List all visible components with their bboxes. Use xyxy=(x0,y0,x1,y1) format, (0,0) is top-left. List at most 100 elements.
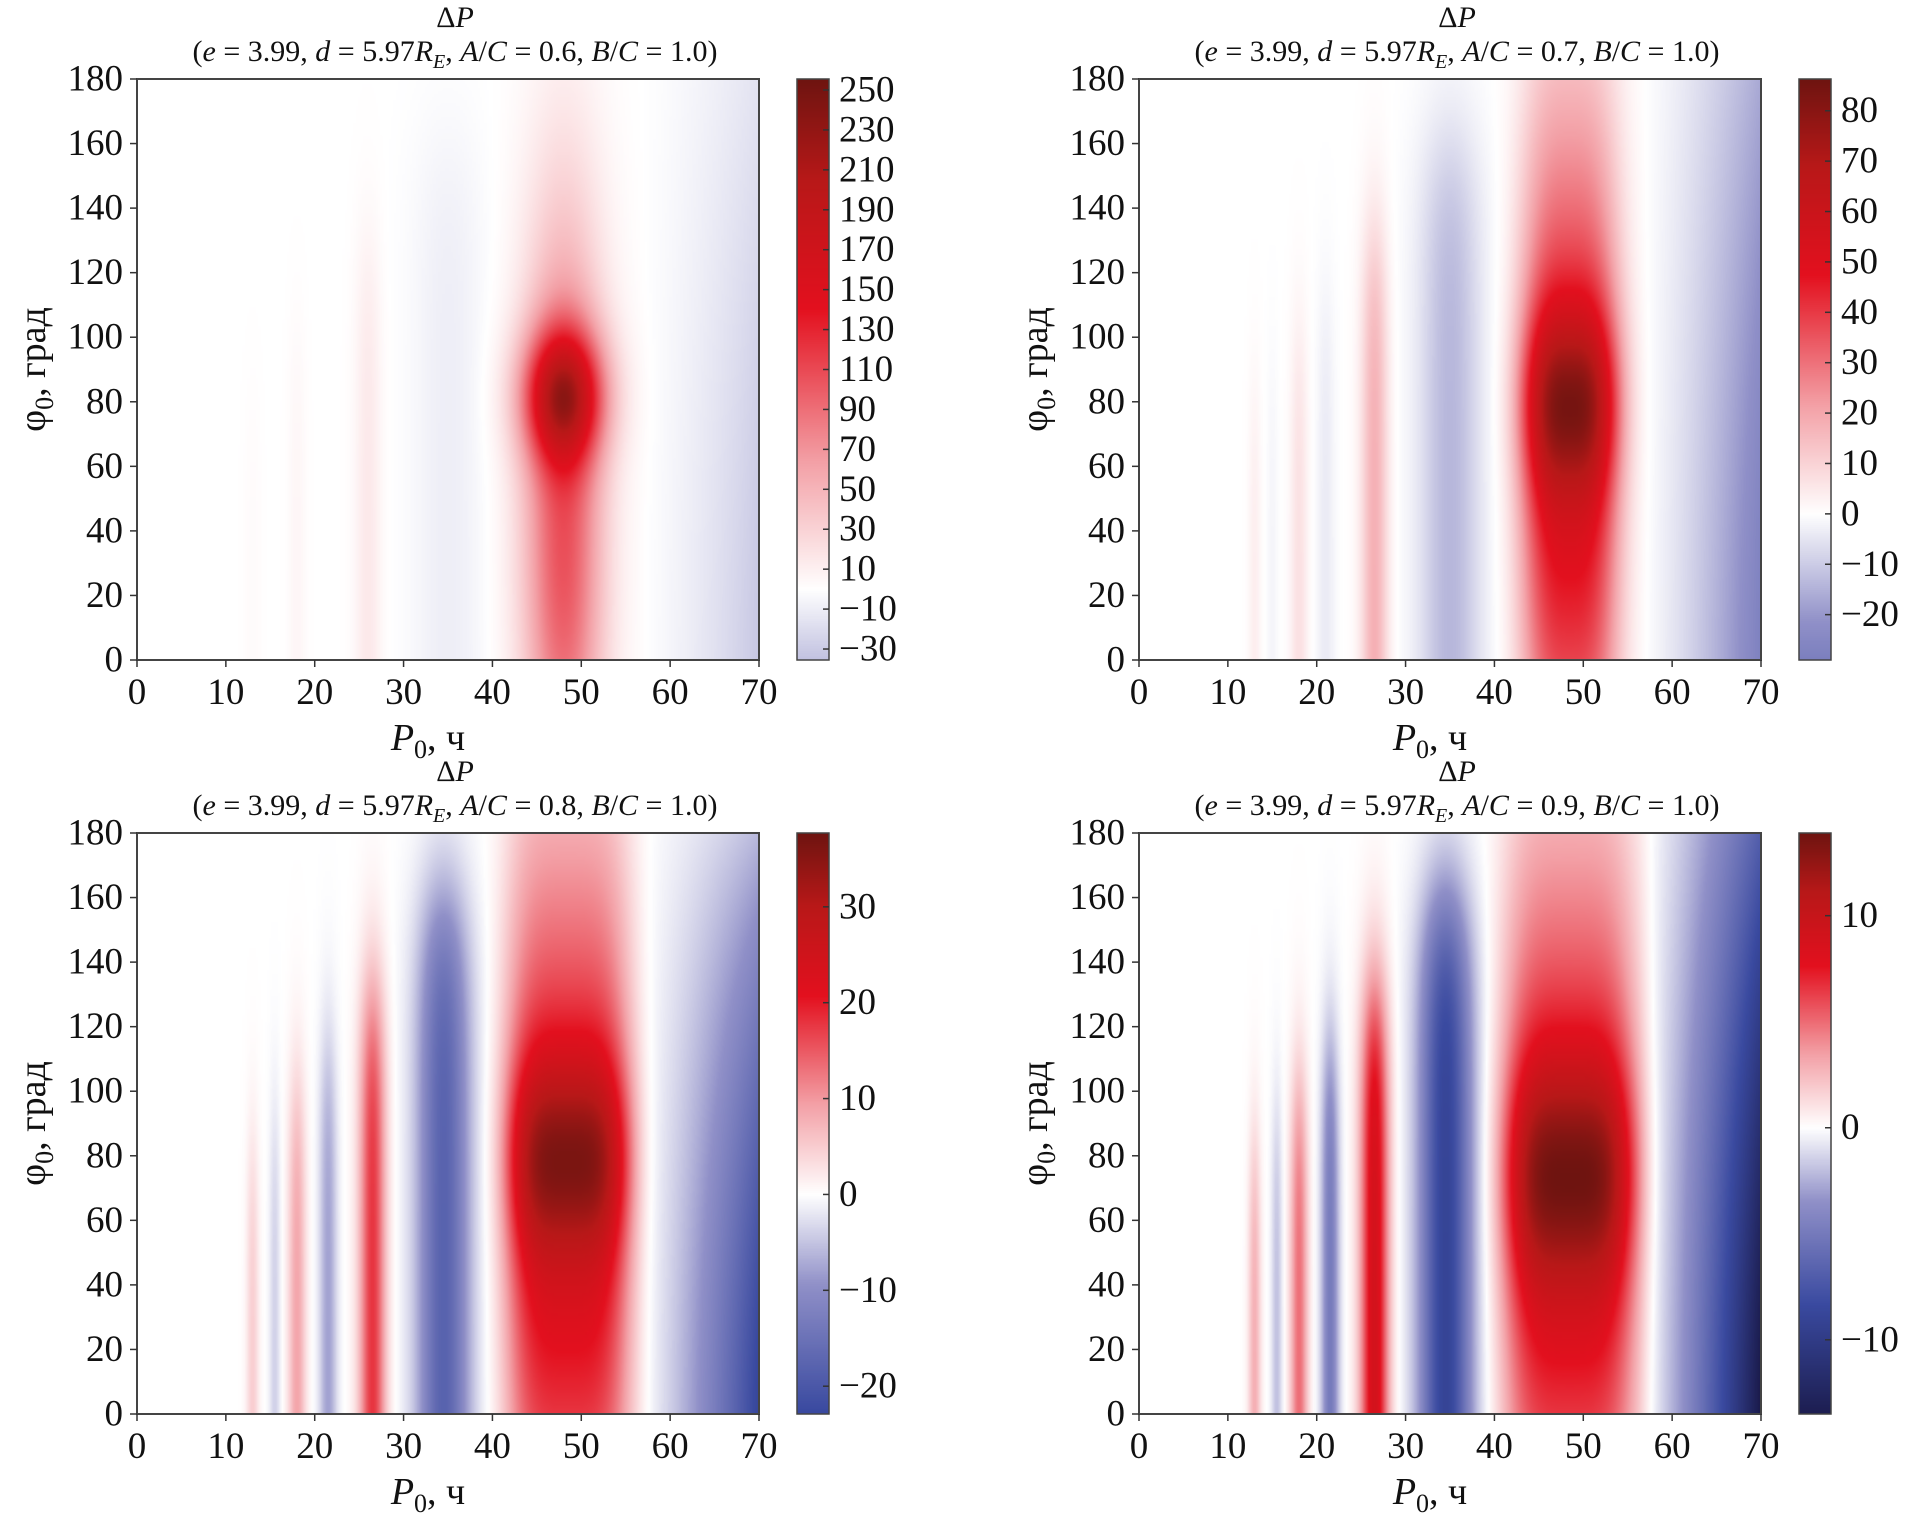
x-axis-label: P0, ч xyxy=(1392,1471,1467,1513)
y-tick-label: 120 xyxy=(1070,252,1126,293)
colorbar-tick-label: 30 xyxy=(1841,342,1878,383)
colorbar-tick-label: 20 xyxy=(1841,393,1878,434)
y-axis-label: φ0, град xyxy=(12,1061,59,1186)
colorbar-tick-label: −10 xyxy=(839,1270,897,1311)
y-tick-label: 20 xyxy=(86,575,123,616)
y-tick-label: 120 xyxy=(68,1006,124,1047)
colorbar-tick-label: 80 xyxy=(1841,90,1878,131)
x-tick-label: 70 xyxy=(1743,1426,1780,1467)
y-tick-label: 40 xyxy=(1088,1264,1125,1305)
x-tick-label: 20 xyxy=(1298,1426,1335,1467)
colorbar-tick-label: 130 xyxy=(839,309,895,350)
colorbar-tick-label: 10 xyxy=(839,549,876,590)
y-tick-label: 40 xyxy=(86,510,123,551)
y-tick-label: 120 xyxy=(1070,1006,1126,1047)
heatmap-2 xyxy=(1139,79,1761,660)
x-axis-label: P0, ч xyxy=(390,1471,465,1513)
x-tick-label: 60 xyxy=(1654,672,1691,713)
x-tick-label: 70 xyxy=(1743,672,1780,713)
colorbar-tick-label: 230 xyxy=(839,109,895,150)
x-tick-label: 40 xyxy=(474,672,511,713)
y-tick-label: 0 xyxy=(105,640,124,681)
colorbar-frame xyxy=(1798,832,1832,1415)
y-tick-label: 20 xyxy=(1088,575,1125,616)
y-tick-label: 100 xyxy=(1070,317,1126,358)
y-tick-label: 0 xyxy=(1107,1394,1126,1435)
x-tick-label: 0 xyxy=(128,1426,147,1467)
chart-subtitle: (e = 3.99, d = 5.97RE, A/C = 0.8, B/C = … xyxy=(193,789,718,827)
colorbar-tick-label: 250 xyxy=(839,69,895,110)
colorbar-tick-label: 30 xyxy=(839,509,876,550)
y-axis-label: φ0, град xyxy=(1014,307,1061,432)
colorbar-tick-label: 0 xyxy=(839,1174,858,1215)
y-tick-label: 180 xyxy=(1070,813,1126,854)
colorbar-tick-label: −20 xyxy=(1841,594,1899,635)
y-tick-label: 100 xyxy=(68,1071,124,1112)
colorbar-tick-label: 190 xyxy=(839,189,895,230)
x-tick-label: 40 xyxy=(1476,672,1513,713)
y-tick-label: 180 xyxy=(68,59,124,100)
colorbar-tick-label: −20 xyxy=(839,1366,897,1407)
colorbar-tick-label: 150 xyxy=(839,269,895,310)
y-axis-label: φ0, град xyxy=(1014,1061,1061,1186)
y-tick-label: 40 xyxy=(86,1264,123,1305)
y-tick-label: 40 xyxy=(1088,510,1125,551)
colorbar-tick-label: 0 xyxy=(1841,1107,1860,1148)
x-axis-label: P0, ч xyxy=(1392,717,1467,764)
colorbar-tick-label: 60 xyxy=(1841,191,1878,232)
colorbar-tick-label: 10 xyxy=(839,1078,876,1119)
panel-4: 100−100 10 20 30 40 50 60 700204060801001201401… xyxy=(1014,755,1899,1513)
colorbar-3 xyxy=(797,833,829,1414)
colorbar-tick-label: 50 xyxy=(1841,241,1878,282)
y-tick-label: 60 xyxy=(1088,1200,1125,1241)
y-tick-label: 160 xyxy=(68,877,124,918)
chart-subtitle: (e = 3.99, d = 5.97RE, A/C = 0.6, B/C = … xyxy=(193,35,718,73)
y-tick-label: 80 xyxy=(1088,381,1125,422)
y-tick-label: 60 xyxy=(86,1200,123,1241)
x-tick-label: 0 xyxy=(1130,1426,1149,1467)
chart-subtitle: (e = 3.99, d = 5.97RE, A/C = 0.7, B/C = … xyxy=(1195,35,1720,73)
y-tick-label: 160 xyxy=(1070,877,1126,918)
x-tick-label: 50 xyxy=(563,672,600,713)
y-tick-label: 0 xyxy=(1107,640,1126,681)
plot-frame xyxy=(136,78,760,661)
panel-1: 2502302101901701501301109070503010−10−30… xyxy=(12,1,897,764)
colorbar-tick-label: 20 xyxy=(839,982,876,1023)
chart-subtitle: (e = 3.99, d = 5.97RE, A/C = 0.9, B/C = … xyxy=(1195,789,1720,827)
x-tick-label: 20 xyxy=(296,1426,333,1467)
chart-title: ΔP xyxy=(436,755,474,788)
x-tick-label: 20 xyxy=(1298,672,1335,713)
chart-title: ΔP xyxy=(1438,1,1476,34)
x-axis-label: P0, ч xyxy=(390,717,465,764)
x-tick-label: 60 xyxy=(652,1426,689,1467)
heatmap-3 xyxy=(137,833,759,1414)
colorbar-2 xyxy=(1799,79,1831,660)
colorbar-tick-label: 40 xyxy=(1841,292,1878,333)
heatmap-4 xyxy=(1139,833,1761,1414)
x-tick-label: 60 xyxy=(652,672,689,713)
colorbar-4 xyxy=(1799,833,1831,1414)
colorbar-frame xyxy=(796,832,830,1415)
y-tick-label: 20 xyxy=(86,1329,123,1370)
x-tick-label: 30 xyxy=(385,672,422,713)
y-tick-label: 180 xyxy=(68,813,124,854)
colorbar-tick-label: −10 xyxy=(1841,544,1899,585)
x-tick-label: 50 xyxy=(1565,1426,1602,1467)
colorbar-tick-label: 210 xyxy=(839,149,895,190)
colorbar-tick-label: −30 xyxy=(839,629,897,670)
chart-title: ΔP xyxy=(436,1,474,34)
x-tick-label: 40 xyxy=(474,1426,511,1467)
x-tick-label: 30 xyxy=(1387,1426,1424,1467)
y-axis-label: φ0, град xyxy=(12,307,59,432)
colorbar-tick-label: 30 xyxy=(839,886,876,927)
y-tick-label: 80 xyxy=(86,1135,123,1176)
y-tick-label: 140 xyxy=(1070,942,1126,983)
colorbar-tick-label: 0 xyxy=(1841,493,1860,534)
y-tick-label: 100 xyxy=(1070,1071,1126,1112)
y-tick-label: 160 xyxy=(68,123,124,164)
x-tick-label: 50 xyxy=(1565,672,1602,713)
y-tick-label: 20 xyxy=(1088,1329,1125,1370)
chart-title: ΔP xyxy=(1438,755,1476,788)
x-tick-label: 60 xyxy=(1654,1426,1691,1467)
